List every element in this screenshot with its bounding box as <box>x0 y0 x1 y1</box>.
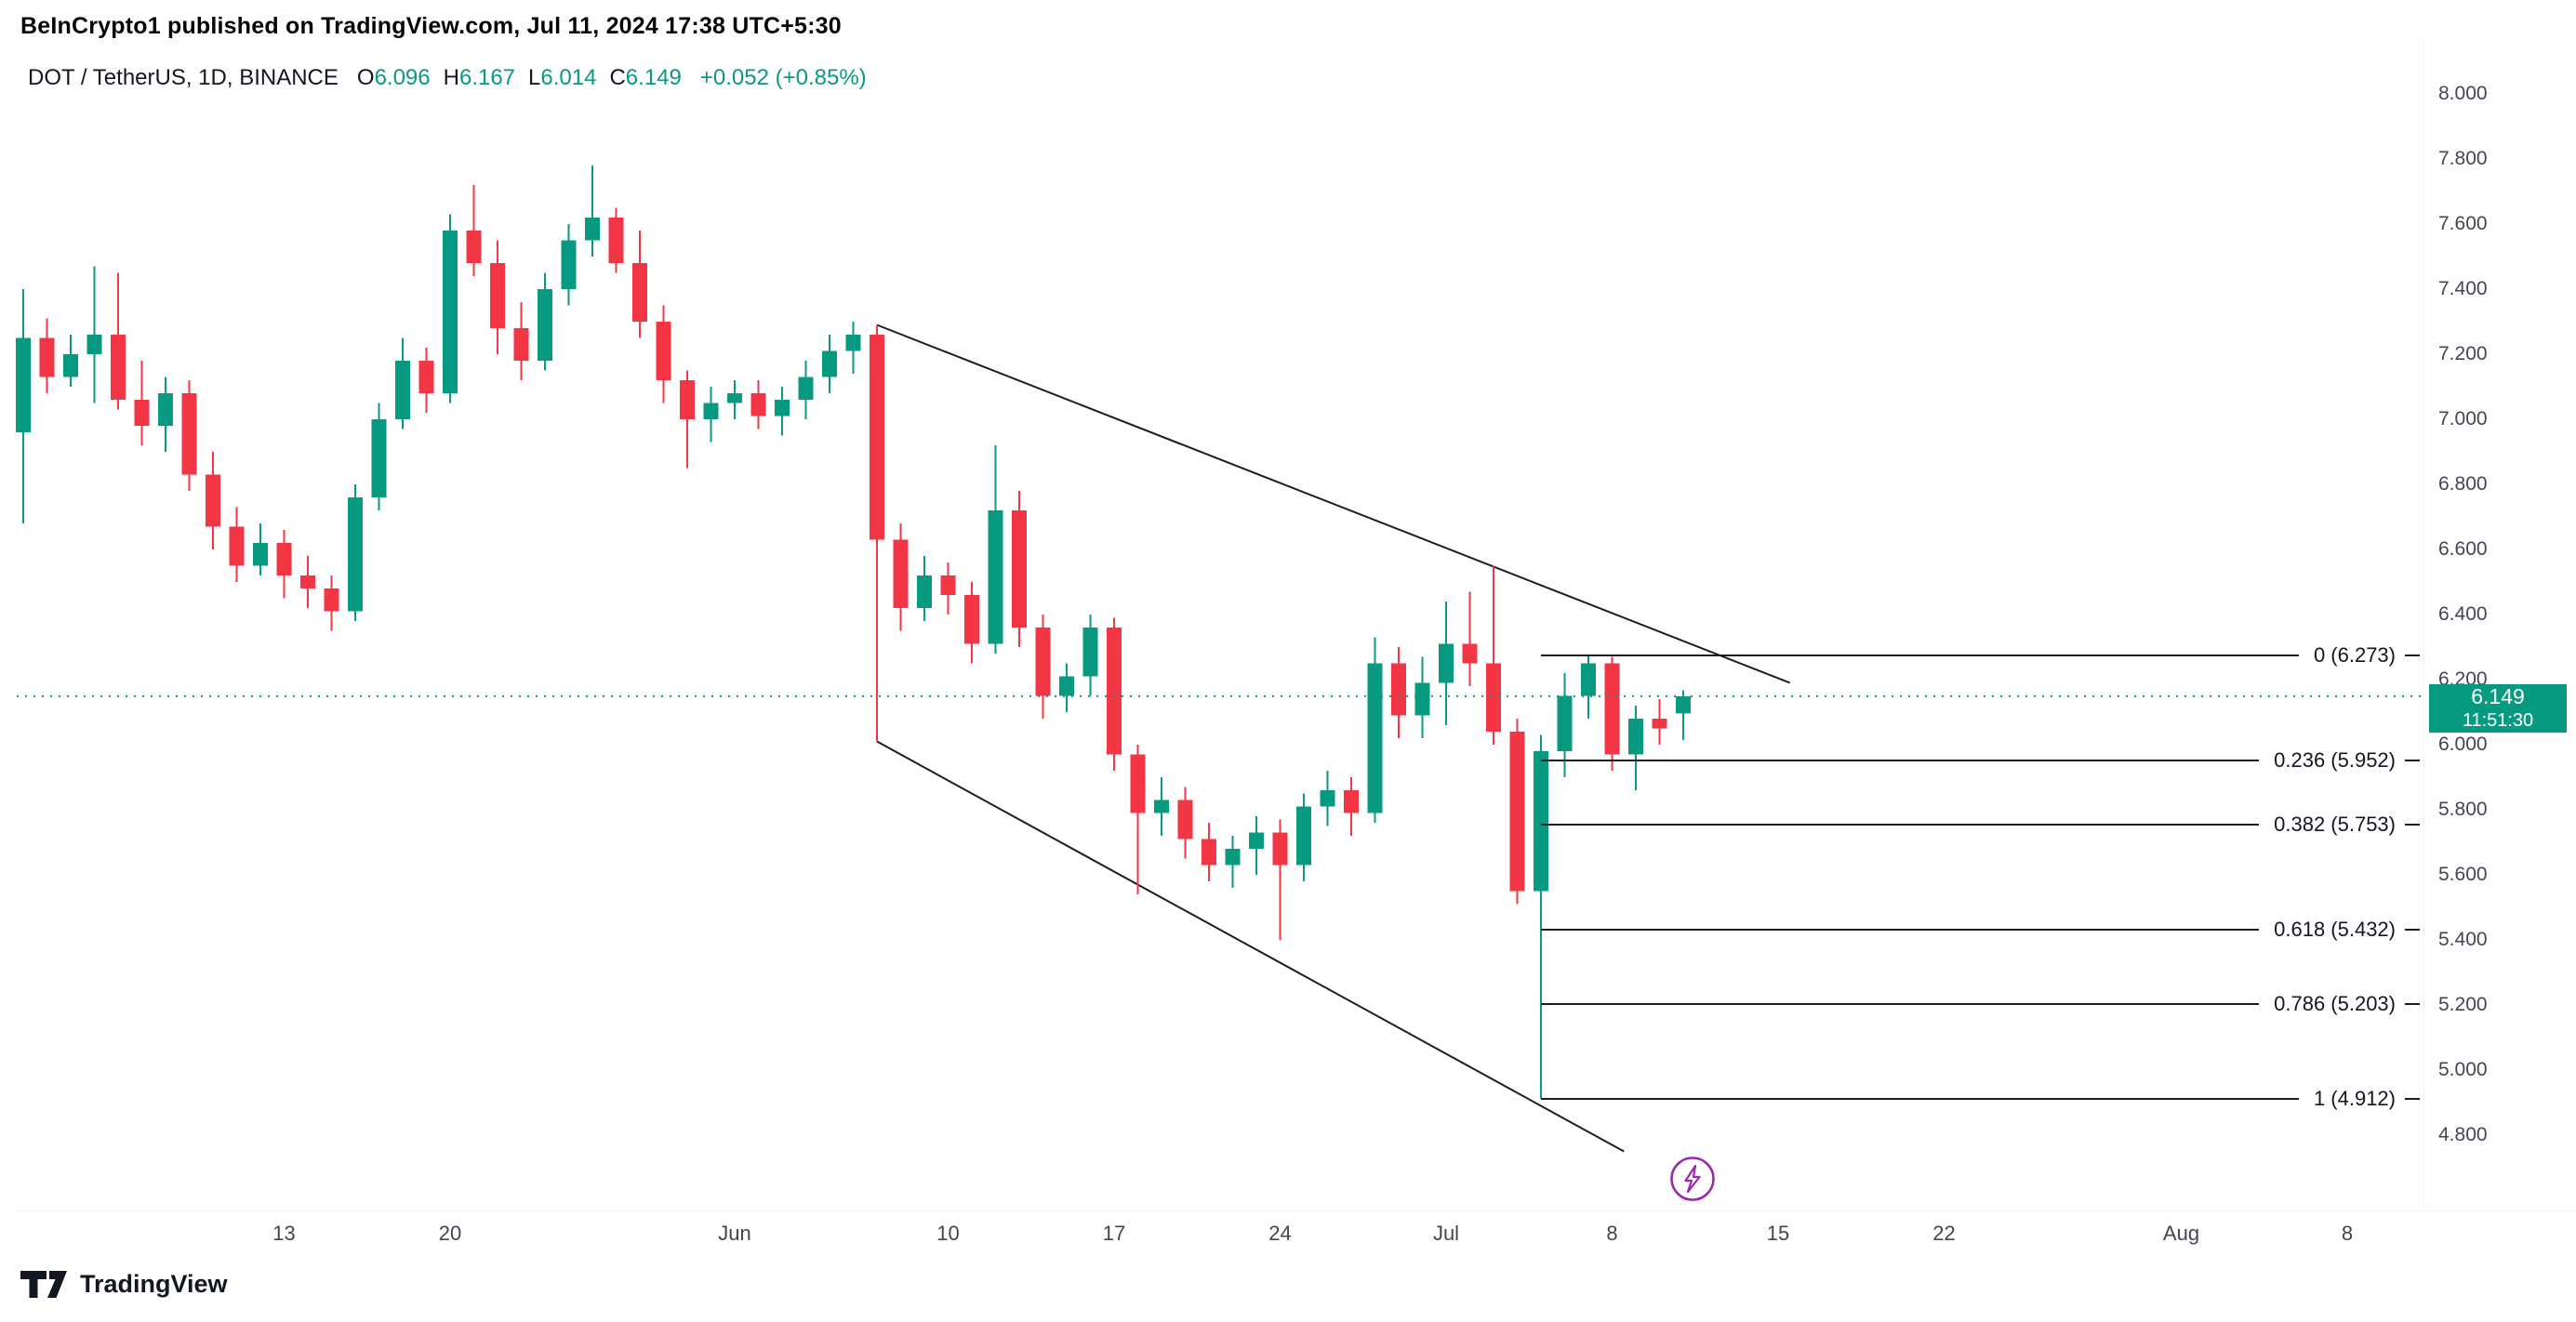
time-axis-label[interactable]: 13 <box>272 1222 296 1245</box>
price-axis-label[interactable]: 5.400 <box>2438 929 2488 950</box>
price-axis-label[interactable]: 6.000 <box>2438 734 2488 755</box>
fib-label: 0.618 (5.432) <box>2274 917 2396 941</box>
time-axis-label[interactable]: 17 <box>1102 1222 1126 1245</box>
fib-level[interactable]: 1 (4.912) <box>1541 1087 2423 1111</box>
time-axis-label[interactable]: 8 <box>1606 1222 1618 1245</box>
fib-tick-dash <box>2405 759 2420 761</box>
price-axis-label[interactable]: 7.000 <box>2438 408 2488 430</box>
channel-upper-line[interactable] <box>876 324 1791 684</box>
fib-level[interactable]: 0 (6.273) <box>1541 643 2423 668</box>
fib-line[interactable] <box>1541 928 2260 931</box>
fib-label: 0.786 (5.203) <box>2274 991 2396 1015</box>
price-axis-label[interactable]: 8.000 <box>2438 83 2488 104</box>
price-axis-label[interactable]: 6.400 <box>2438 603 2488 625</box>
time-axis-label[interactable]: Jul <box>1432 1222 1460 1245</box>
fib-label: 1 (4.912) <box>2313 1086 2396 1110</box>
candlestick-series <box>16 165 1691 1099</box>
channel-lower-line[interactable] <box>876 740 1625 1153</box>
last-price-badge: 6.149 11:51:30 <box>2429 683 2567 733</box>
time-axis-label[interactable]: 15 <box>1766 1222 1790 1245</box>
fib-level[interactable]: 0.236 (5.952) <box>1541 748 2423 773</box>
fib-line[interactable] <box>1541 1002 2260 1005</box>
time-axis-label[interactable]: 20 <box>438 1222 462 1245</box>
fib-line[interactable] <box>1541 1097 2299 1100</box>
fib-level[interactable]: 0.382 (5.753) <box>1541 813 2423 837</box>
ohlc-high: H6.167 <box>443 65 516 90</box>
tradingview-attribution[interactable]: TradingView <box>20 1270 228 1299</box>
fib-tick-dash <box>2405 654 2420 657</box>
tradingview-logo-icon <box>20 1270 67 1298</box>
fib-tick-dash <box>2405 928 2420 931</box>
price-change: +0.052 (+0.85%) <box>699 65 867 90</box>
price-axis-label[interactable]: 7.800 <box>2438 148 2488 169</box>
flash-marker-icon[interactable] <box>1669 1156 1716 1202</box>
price-axis-label[interactable]: 7.600 <box>2438 213 2488 234</box>
price-axis-label[interactable]: 4.800 <box>2438 1124 2488 1145</box>
fib-line[interactable] <box>1541 759 2260 761</box>
bar-countdown: 11:51:30 <box>2462 709 2534 731</box>
fib-tick-dash <box>2405 1097 2420 1100</box>
fib-label: 0.382 (5.753) <box>2274 813 2396 837</box>
publisher-credit: BeInCrypto1 published on TradingView.com… <box>20 13 842 39</box>
fib-level[interactable]: 0.618 (5.432) <box>1541 918 2423 942</box>
price-axis-label[interactable]: 7.400 <box>2438 278 2488 299</box>
time-axis-label[interactable]: 22 <box>1932 1222 1956 1245</box>
price-axis-separator <box>2423 37 2424 1210</box>
time-axis-label[interactable]: Aug <box>2162 1222 2200 1245</box>
last-price: 6.149 <box>2471 683 2525 708</box>
time-axis-label[interactable]: 24 <box>1268 1222 1292 1245</box>
ohlc-close: C6.149 <box>609 65 682 90</box>
price-axis-label[interactable]: 5.800 <box>2438 799 2488 820</box>
time-axis-separator <box>17 1210 2576 1211</box>
ohlc-low: L6.014 <box>528 65 597 90</box>
price-axis-label[interactable]: 7.200 <box>2438 343 2488 364</box>
price-axis-label[interactable]: 6.600 <box>2438 538 2488 560</box>
fib-line[interactable] <box>1541 654 2299 657</box>
ohlc-open: O6.096 <box>356 65 431 90</box>
price-axis-label[interactable]: 5.000 <box>2438 1059 2488 1080</box>
time-axis-label[interactable]: Jun <box>718 1222 751 1245</box>
fib-label: 0 (6.273) <box>2313 643 2396 668</box>
fib-tick-dash <box>2405 824 2420 826</box>
fib-label: 0.236 (5.952) <box>2274 747 2396 772</box>
fib-line[interactable] <box>1541 824 2260 826</box>
price-axis-label[interactable]: 5.600 <box>2438 864 2488 885</box>
time-axis-label[interactable]: 10 <box>936 1222 960 1245</box>
tradingview-brand: TradingView <box>80 1270 228 1298</box>
symbol-legend: DOT / TetherUS, 1D, BINANCE O6.096 H6.16… <box>28 65 867 91</box>
fib-tick-dash <box>2405 1002 2420 1005</box>
fib-level[interactable]: 0.786 (5.203) <box>1541 992 2423 1016</box>
time-axis-label[interactable]: 8 <box>2341 1222 2354 1245</box>
price-axis-label[interactable]: 6.800 <box>2438 473 2488 495</box>
price-axis-label[interactable]: 5.200 <box>2438 994 2488 1015</box>
symbol-title: DOT / TetherUS, 1D, BINANCE <box>28 65 339 90</box>
